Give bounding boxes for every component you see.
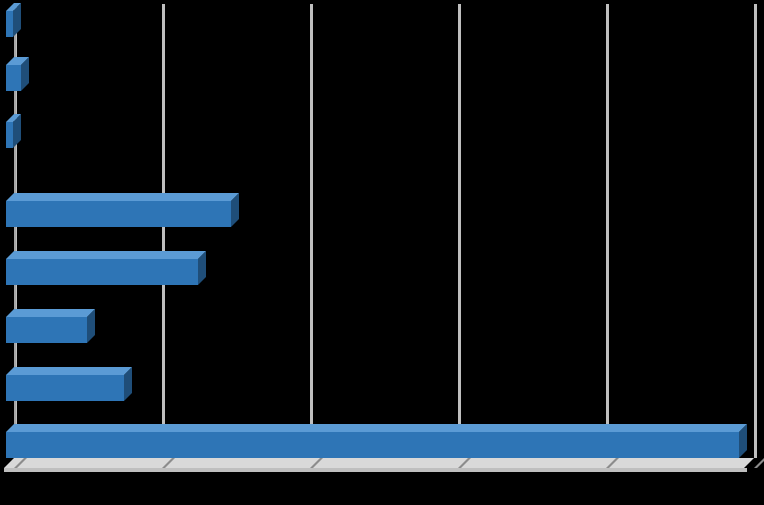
bar-row1: [6, 432, 739, 458]
bar-row8: [6, 11, 13, 37]
bar-chart: [0, 0, 764, 505]
plot-area: [6, 4, 754, 472]
bar-row4: [6, 259, 198, 285]
bar-row5: [6, 201, 231, 227]
chart-floor-front: [6, 468, 746, 472]
bar-row6: [6, 122, 13, 148]
chart-floor: [4, 458, 754, 468]
bar-row2: [6, 375, 124, 401]
bar-row7: [6, 65, 21, 91]
bar-row3: [6, 317, 87, 343]
